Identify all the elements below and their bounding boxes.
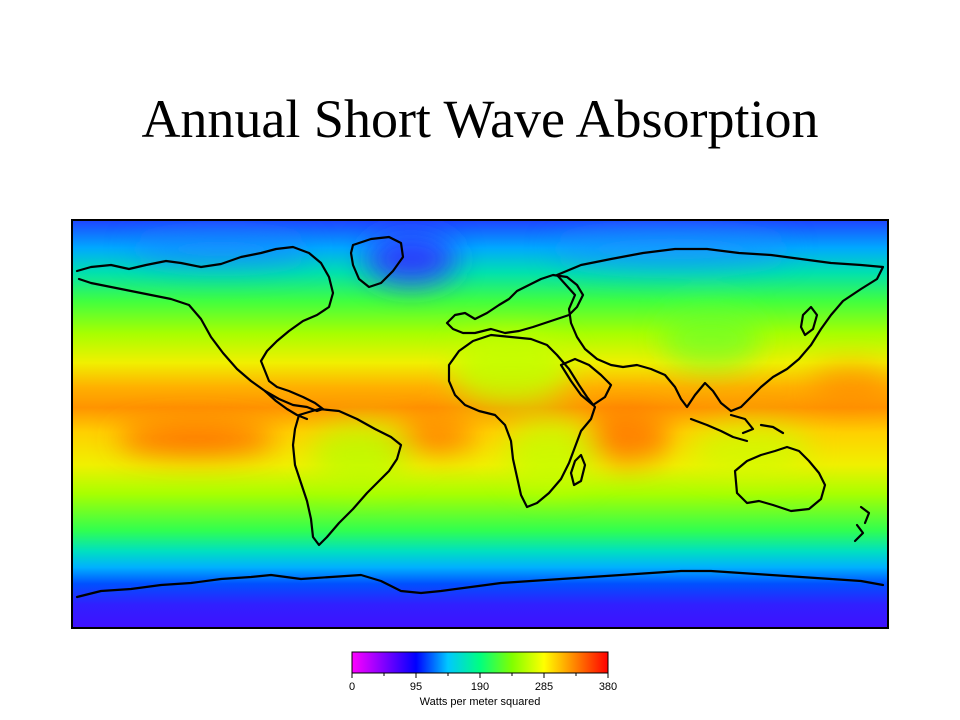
- coastlines: [75, 235, 885, 599]
- madagascar-coastline: [569, 453, 587, 487]
- central-america-coastline: [263, 389, 309, 421]
- colorbar-tick-label: 285: [534, 681, 554, 693]
- greenland-coastline: [349, 235, 405, 289]
- colorbar-units-label: Watts per meter squared: [419, 696, 541, 708]
- map-frame: [71, 219, 889, 629]
- arabian-peninsula-coastline: [559, 357, 613, 407]
- colorbar-tick-label: 95: [409, 681, 423, 693]
- absorption-map: [71, 219, 889, 629]
- colorbar: [351, 651, 609, 678]
- south-america-coastline: [291, 407, 403, 547]
- colorbar-ticks: [351, 673, 609, 678]
- regional-variation-overlay: [116, 229, 889, 489]
- asia-coastline: [555, 247, 885, 413]
- north-america-coastline: [75, 245, 335, 413]
- colorbar-gradient: [351, 651, 609, 674]
- australia-coastline: [733, 445, 827, 513]
- africa-coastline: [447, 333, 597, 509]
- indonesia-coastline: [689, 413, 785, 443]
- colorbar-tick-label: 190: [470, 681, 490, 693]
- slide-title: Annual Short Wave Absorption: [141, 89, 819, 149]
- colorbar-tick-label: 0: [348, 681, 356, 693]
- colorbar-tick-label: 380: [598, 681, 618, 693]
- japan-coastline: [799, 305, 819, 337]
- antarctica-coastline: [75, 569, 885, 599]
- europe-coastline: [445, 273, 585, 335]
- new-zealand-coastline: [853, 505, 871, 543]
